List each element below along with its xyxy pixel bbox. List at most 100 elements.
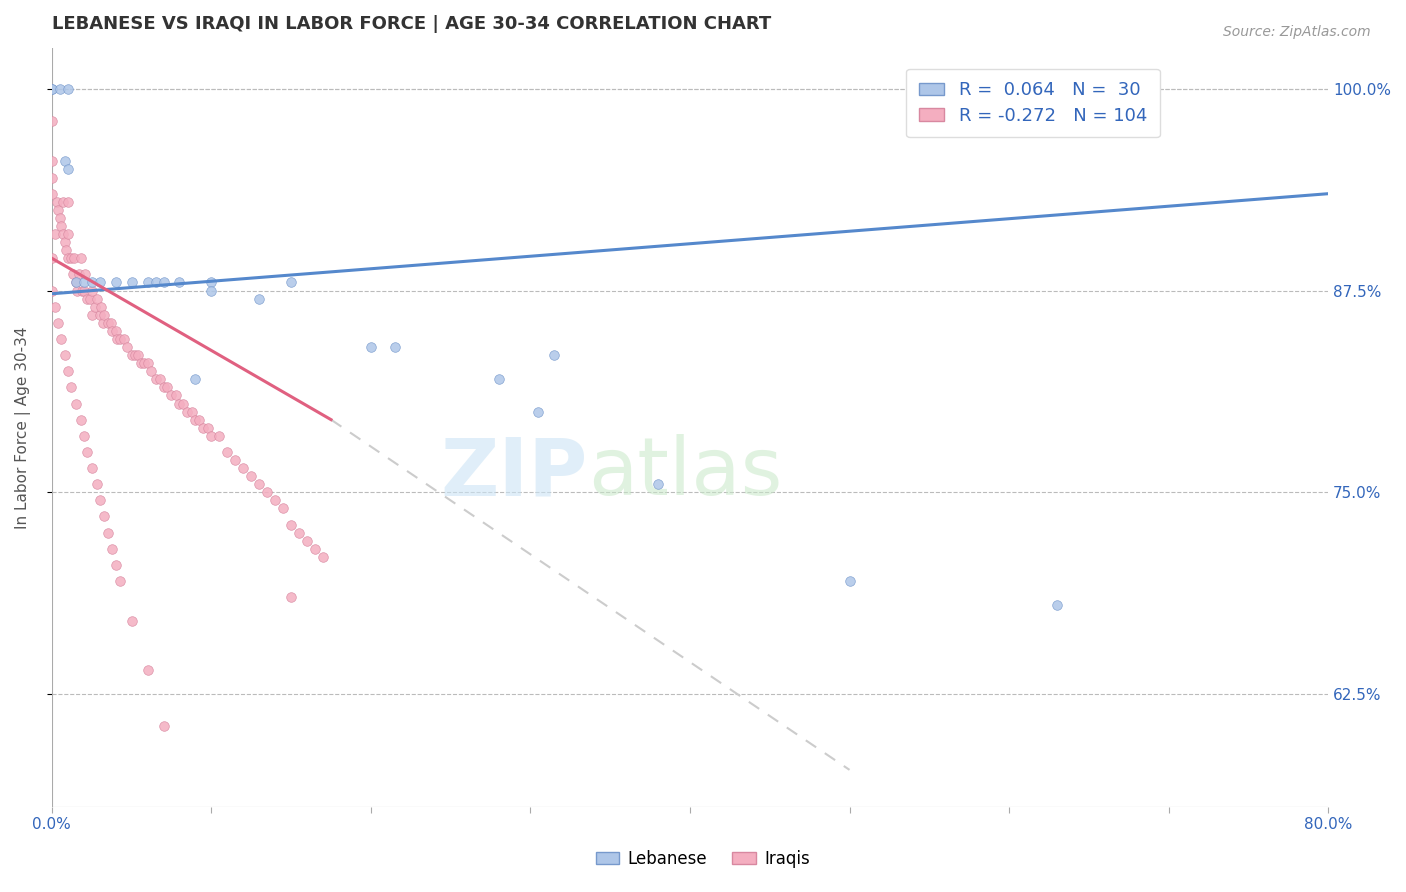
Point (76, 445, 98, 459)
Y-axis label: In Labor Force | Age 30-34: In Labor Force | Age 30-34 (15, 326, 31, 529)
Point (217, 445, 239, 459)
Point (56, 364, 79, 378)
Point (80, 284, 103, 298)
Point (51, 219, 73, 233)
Point (93, 509, 115, 524)
Point (129, 356, 152, 370)
Point (127, 348, 149, 362)
Point (89, 276, 111, 290)
Point (67, 268, 90, 282)
Point (200, 284, 222, 298)
Point (647, 477, 669, 491)
Point (53, 348, 76, 362)
Point (41, 154, 63, 169)
Point (66, 284, 89, 298)
Point (187, 412, 209, 426)
Point (51, 332, 73, 346)
Point (80, 461, 103, 475)
Point (121, 615, 143, 629)
Point (90, 300, 112, 314)
Point (59, 380, 82, 394)
Point (224, 453, 246, 467)
Point (52, 194, 75, 209)
Point (46, 202, 69, 217)
Point (384, 340, 406, 354)
Point (65, 396, 87, 410)
Point (360, 340, 382, 354)
Point (97, 525, 120, 540)
Point (65, 276, 87, 290)
Point (139, 364, 162, 378)
Point (149, 372, 172, 386)
Point (97, 316, 120, 330)
Point (41, 284, 63, 298)
Point (184, 372, 207, 386)
Point (69, 412, 91, 426)
Point (280, 590, 302, 604)
Point (240, 469, 263, 483)
Point (165, 388, 187, 402)
Text: LEBANESE VS IRAQI IN LABOR FORCE | AGE 30-34 CORRELATION CHART: LEBANESE VS IRAQI IN LABOR FORCE | AGE 3… (52, 15, 770, 33)
Point (134, 356, 156, 370)
Point (62, 268, 84, 282)
Point (197, 420, 219, 434)
Point (79, 292, 101, 306)
Point (181, 404, 204, 418)
Point (256, 485, 278, 500)
Point (80, 276, 103, 290)
Point (41, 170, 63, 185)
Point (247, 477, 270, 491)
Point (49, 211, 72, 225)
Point (59, 252, 82, 266)
Point (41, 252, 63, 266)
Point (152, 276, 174, 290)
Point (41, 82, 63, 96)
Point (105, 332, 128, 346)
Point (280, 276, 302, 290)
Point (101, 541, 124, 556)
Point (304, 541, 326, 556)
Text: ZIP: ZIP (440, 434, 588, 512)
Point (136, 276, 159, 290)
Point (93, 308, 115, 322)
Point (288, 525, 311, 540)
Point (56, 82, 79, 96)
Point (86, 292, 108, 306)
Point (145, 276, 167, 290)
Point (110, 574, 132, 588)
Point (112, 332, 135, 346)
Point (101, 324, 124, 338)
Point (115, 340, 138, 354)
Point (89, 493, 111, 508)
Point (121, 348, 143, 362)
Point (56, 194, 79, 209)
Point (488, 372, 510, 386)
Point (56, 252, 79, 266)
Point (208, 429, 231, 443)
Point (76, 292, 98, 306)
Point (145, 372, 167, 386)
Point (56, 162, 79, 177)
Point (193, 420, 215, 434)
Point (136, 356, 159, 370)
Point (1046, 599, 1069, 613)
Point (838, 574, 860, 588)
Point (176, 404, 198, 418)
Point (527, 404, 550, 418)
Point (247, 292, 270, 306)
Point (156, 380, 179, 394)
Point (70, 284, 93, 298)
Point (104, 276, 127, 290)
Point (73, 284, 96, 298)
Point (46, 316, 69, 330)
Point (169, 276, 191, 290)
Point (280, 517, 302, 532)
Point (45, 194, 67, 209)
Point (84, 300, 107, 314)
Point (75, 268, 97, 282)
Text: atlas: atlas (588, 434, 782, 512)
Point (543, 348, 565, 362)
Point (232, 461, 254, 475)
Point (172, 396, 194, 410)
Point (41, 186, 63, 201)
